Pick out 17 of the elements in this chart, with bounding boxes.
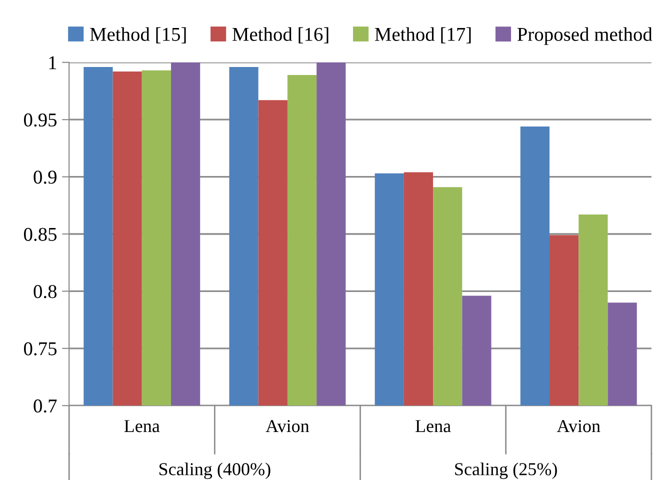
- y-tick-label: 0.7: [34, 399, 57, 413]
- legend-label: Method [17]: [374, 27, 471, 44]
- x-tick-label: Avion: [556, 420, 600, 432]
- y-tick-label: 1: [49, 56, 56, 70]
- y-tick-label: 0.75: [24, 342, 57, 356]
- legend-label: Method [15]: [90, 27, 186, 44]
- text: Scaling (400%): [159, 462, 270, 480]
- y-tick-label: 0.9: [34, 170, 56, 184]
- x-tick-label: Avion: [266, 420, 310, 432]
- legend-label: Proposed method: [517, 27, 652, 45]
- y-tick-label: 0.85: [24, 228, 57, 242]
- text: Scaling (25%): [455, 462, 557, 480]
- x-tick-label: Lena: [416, 420, 451, 432]
- legend-label: Method [16]: [232, 27, 328, 44]
- y-tick-label: 0.8: [34, 285, 57, 298]
- y-tick-label: 0.95: [24, 113, 57, 127]
- x-tick-label: Lena: [124, 420, 160, 432]
